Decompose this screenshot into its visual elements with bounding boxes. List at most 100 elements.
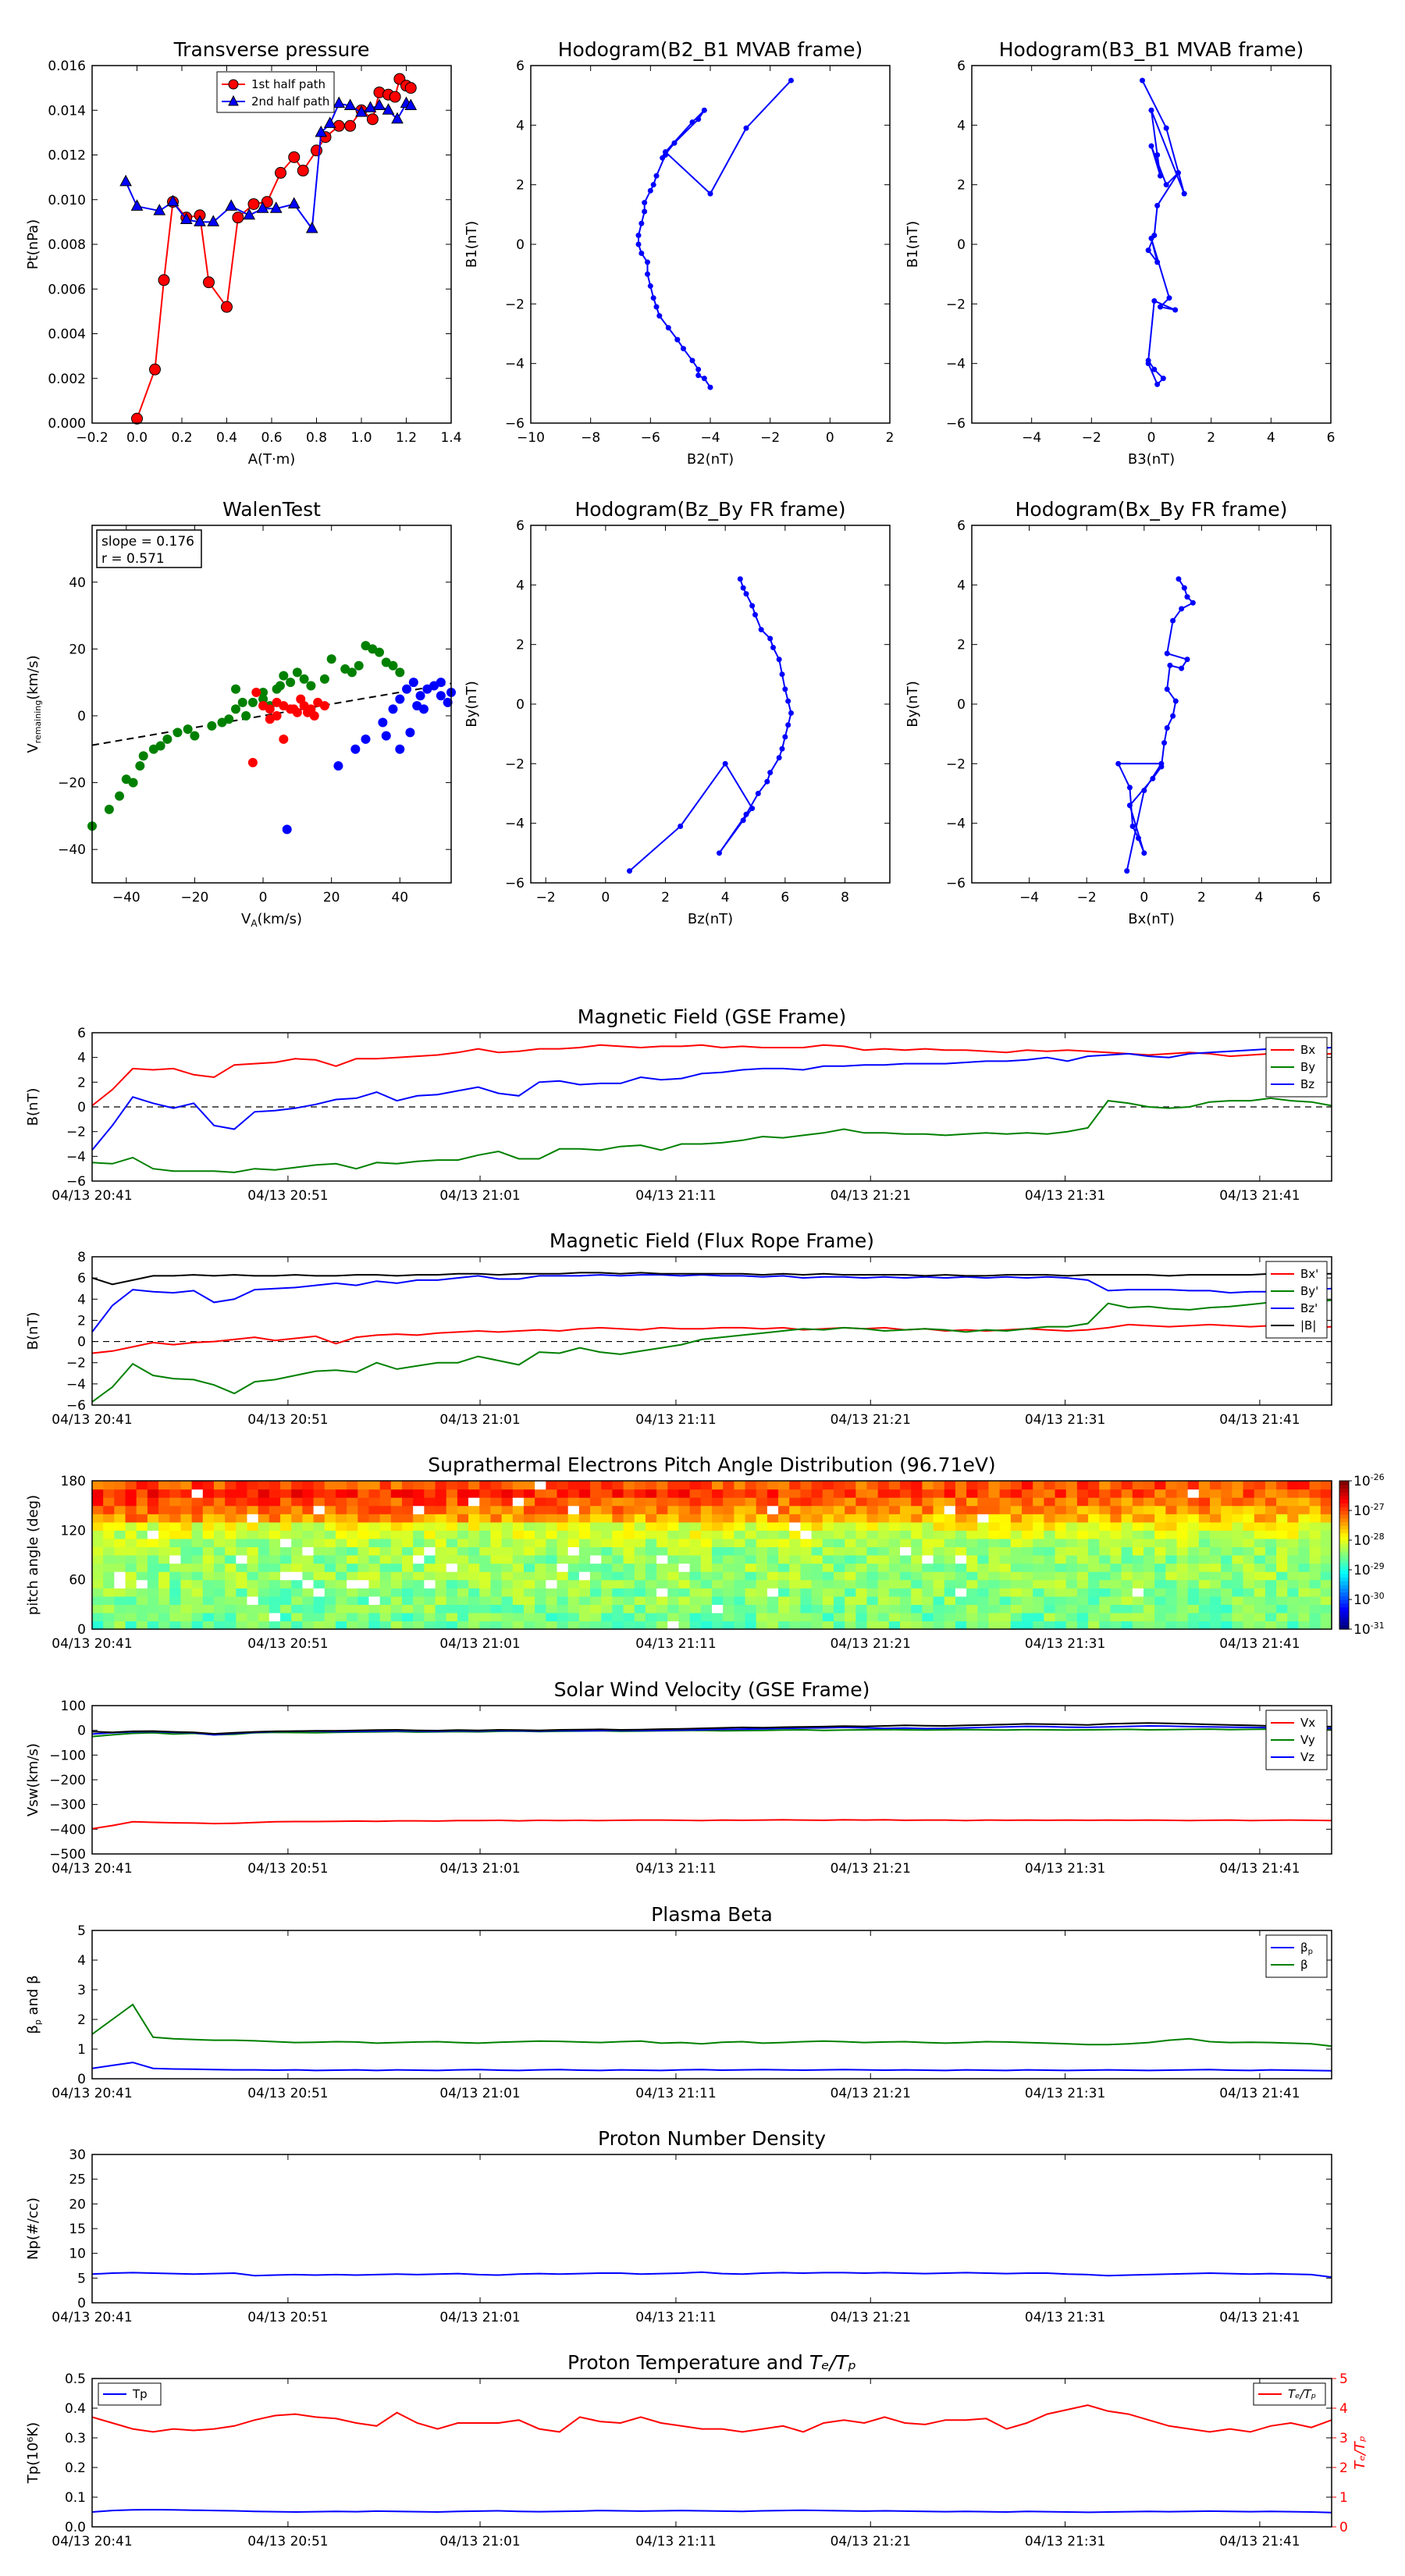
pad-cell xyxy=(557,1612,569,1622)
pad-cell xyxy=(1099,1521,1112,1531)
pad-cell xyxy=(1099,1563,1112,1572)
tp-legend-left-label: Tp xyxy=(132,2387,148,2401)
pad-cell xyxy=(1176,1563,1189,1572)
h1-point xyxy=(689,358,695,364)
pad-colorbar-label: 10-28 xyxy=(1353,1532,1385,1549)
np-xtick-label: 04/13 21:01 xyxy=(439,2310,520,2325)
pad-cell xyxy=(988,1489,1001,1498)
pad-cell xyxy=(712,1571,724,1581)
pad-cell xyxy=(1198,1555,1211,1564)
pad-cell xyxy=(302,1579,315,1589)
pad-cell xyxy=(557,1497,569,1507)
beta-ylabel-main: β xyxy=(25,2025,41,2034)
pad-cell xyxy=(92,1481,104,1490)
pad-cell xyxy=(1010,1621,1023,1630)
pad-cell xyxy=(413,1579,425,1589)
pad-cell xyxy=(1309,1571,1321,1581)
pt-point xyxy=(247,197,260,210)
pad-cell xyxy=(1176,1521,1189,1531)
pad-cell xyxy=(734,1571,746,1581)
pad-cell xyxy=(944,1546,956,1556)
pad-cell xyxy=(1055,1489,1067,1498)
pad-colorbar-step xyxy=(1339,1532,1349,1537)
pad-colorbar-step xyxy=(1339,1540,1349,1545)
pad-cell xyxy=(822,1505,834,1514)
pad-cell xyxy=(623,1546,635,1556)
walen-fit-line xyxy=(91,682,452,746)
pad-cell xyxy=(523,1489,535,1498)
pad-cell xyxy=(1055,1579,1067,1589)
bgse-frame xyxy=(91,1032,1332,1182)
pt-series-1 xyxy=(119,96,418,233)
pad-cell xyxy=(1055,1588,1067,1597)
pad-cell xyxy=(944,1596,956,1605)
pad-cell xyxy=(1176,1530,1189,1539)
pad-cell xyxy=(313,1604,325,1614)
pad-cell xyxy=(280,1588,292,1597)
pad-cell xyxy=(623,1588,635,1597)
pad-cell xyxy=(501,1571,514,1581)
pad-cell xyxy=(1121,1555,1133,1564)
pad-cell xyxy=(269,1538,281,1548)
pad-cell xyxy=(667,1588,680,1597)
pad-cell xyxy=(567,1481,580,1490)
pad-cell xyxy=(1065,1489,1078,1498)
h4-ytick-label: 0 xyxy=(957,697,966,713)
pad-cell xyxy=(1254,1571,1266,1581)
h1-point xyxy=(638,250,645,256)
pad-cell xyxy=(368,1571,381,1581)
pad-cell xyxy=(368,1588,381,1597)
pad-cell xyxy=(634,1497,646,1507)
pad-cell xyxy=(501,1555,514,1564)
pad-cell xyxy=(1276,1604,1288,1614)
pad-cell xyxy=(158,1563,170,1572)
pad-cell xyxy=(811,1612,823,1622)
pad-cell xyxy=(1232,1563,1244,1572)
h3-point xyxy=(627,868,632,874)
pad-cell xyxy=(446,1514,458,1523)
pt-point xyxy=(158,274,170,286)
pad-cell xyxy=(557,1489,569,1498)
pad-cell xyxy=(136,1596,148,1605)
pt-ytick-label: 0.004 xyxy=(48,327,86,343)
pad-cell xyxy=(911,1571,923,1581)
pad-cell xyxy=(1198,1497,1211,1507)
h3-point xyxy=(743,811,749,817)
pad-cell xyxy=(424,1505,436,1514)
pad-cell xyxy=(911,1604,923,1614)
pad-cell xyxy=(523,1596,535,1605)
pt-legend-label: 2nd half path xyxy=(251,94,329,109)
pad-cell xyxy=(280,1579,292,1589)
pad-cell xyxy=(1320,1514,1332,1523)
pad-cell xyxy=(147,1530,159,1539)
pad-cell xyxy=(158,1546,170,1556)
pad-cell xyxy=(1110,1497,1122,1507)
pad-cell xyxy=(512,1571,525,1581)
pad-cell xyxy=(601,1588,613,1597)
pad-cell xyxy=(1065,1596,1078,1605)
h3-point xyxy=(785,722,791,728)
pad-cell xyxy=(557,1481,569,1490)
vel-ytick-label: 0 xyxy=(77,1724,86,1739)
pad-colorbar-step xyxy=(1339,1592,1349,1596)
pad-cell xyxy=(845,1579,856,1589)
h4-point xyxy=(1135,835,1141,841)
pad-cell xyxy=(468,1571,480,1581)
pad-cell xyxy=(612,1588,624,1597)
pad-cell xyxy=(424,1612,436,1622)
h4-ytick-label: −6 xyxy=(946,876,966,891)
pad-cell xyxy=(258,1538,270,1548)
pad-cell xyxy=(1132,1514,1144,1523)
pad-cell xyxy=(269,1563,281,1572)
pad-cell xyxy=(1243,1521,1255,1531)
pad-cell xyxy=(1254,1505,1266,1514)
pad-cell xyxy=(712,1596,724,1605)
pad-cell xyxy=(258,1505,270,1514)
pad-cell xyxy=(512,1612,525,1622)
pad-cell xyxy=(1154,1521,1166,1531)
pad-cell xyxy=(424,1497,436,1507)
pad-cell xyxy=(1243,1588,1255,1597)
pad-cell xyxy=(822,1621,834,1630)
pad-cell xyxy=(258,1563,270,1572)
pad-cell xyxy=(623,1530,635,1539)
